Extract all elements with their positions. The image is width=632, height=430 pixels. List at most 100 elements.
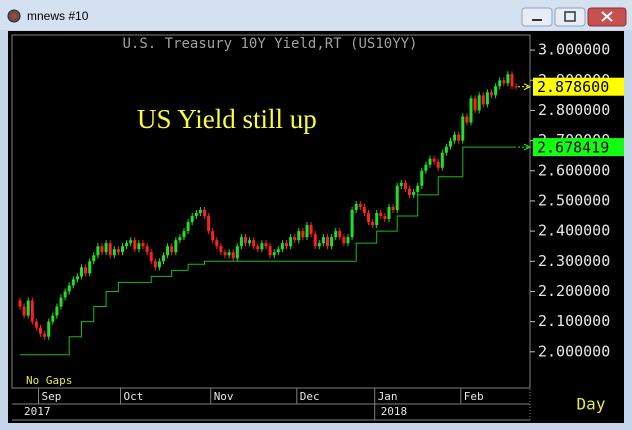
y-tick-label: 2.200000 (538, 282, 610, 300)
candle-body (170, 246, 174, 253)
candle-body (490, 92, 493, 96)
candle-body (403, 182, 407, 189)
candle-body (514, 86, 518, 88)
candle-body (379, 213, 383, 217)
candle-body (153, 261, 157, 268)
annotation: US Yield still up (137, 104, 317, 134)
price-arrow (523, 83, 532, 91)
candle-body (219, 246, 223, 253)
candle-body (391, 206, 395, 210)
candle-body (51, 315, 55, 322)
candle-body (215, 240, 219, 247)
candle-body (305, 225, 309, 238)
candle-body (424, 164, 428, 171)
candle-body (367, 213, 370, 223)
candle-body (301, 231, 305, 238)
note: No Gaps (26, 374, 72, 387)
candle-body (276, 249, 280, 253)
candle-body (39, 327, 42, 334)
candle-body (252, 240, 256, 247)
candle-body (317, 243, 321, 247)
candle-body (121, 246, 124, 253)
x-tick-label: Sep (42, 390, 62, 403)
y-tick-label: 2.300000 (538, 252, 610, 270)
candle-body (248, 240, 252, 244)
candle-body (162, 255, 165, 262)
candle-body (334, 231, 338, 238)
candle-body (297, 231, 301, 241)
candle-body (465, 116, 469, 123)
candle-body (449, 140, 452, 147)
candle-body (408, 188, 411, 195)
candle-body (80, 267, 83, 277)
candle-body (457, 134, 461, 141)
candle-body (264, 243, 268, 247)
price-arrow (523, 143, 532, 151)
candle-body (293, 237, 297, 241)
y-tick-label: 2.500000 (538, 191, 610, 209)
candle-body (178, 237, 182, 241)
candle-body (354, 203, 358, 210)
candle-body (92, 255, 96, 262)
candle-body (129, 240, 133, 244)
candle-body (444, 146, 448, 153)
y-tick-label: 2.400000 (538, 222, 610, 240)
candle-body (186, 222, 190, 232)
candle-body (26, 300, 30, 316)
x-tick-label: Jan (378, 390, 398, 403)
candle-body (34, 321, 38, 328)
candle-body (399, 182, 403, 186)
candle-body (326, 237, 329, 247)
candle-body (125, 243, 129, 247)
candle-body (190, 216, 194, 223)
candle-body (47, 321, 51, 337)
candle-body (387, 206, 391, 220)
candle-body (67, 285, 71, 292)
candle-body (256, 246, 260, 250)
candle-body (280, 243, 284, 250)
x-tick-label: Oct (124, 390, 144, 403)
y-tick-label: 2.600000 (538, 161, 610, 179)
candle-body (453, 134, 457, 141)
price-box (533, 77, 624, 96)
period-label: Day (577, 395, 606, 414)
candle-body (338, 231, 342, 238)
candle-body (59, 297, 63, 307)
candle-body (309, 225, 313, 235)
candle-body (506, 74, 510, 84)
candle-body (494, 86, 498, 96)
candle-body (285, 243, 288, 247)
x-tick-label: Dec (300, 390, 320, 403)
candle-body (75, 276, 79, 280)
candle-body (362, 206, 366, 214)
plot-frame (11, 34, 531, 389)
candle-body (88, 261, 92, 274)
candle-body (330, 237, 334, 247)
candle-body (371, 222, 375, 226)
candle-body (203, 209, 206, 217)
maximize-button[interactable] (554, 7, 586, 27)
candle-body (358, 203, 362, 207)
candle-body (420, 170, 424, 186)
candle-body (211, 231, 215, 241)
price-box (533, 138, 624, 157)
candle-body (375, 213, 379, 226)
candle-body (18, 300, 22, 307)
candle-body (244, 237, 247, 244)
minimize-button[interactable] (521, 7, 553, 27)
candle-body (428, 158, 432, 165)
candle-body (321, 237, 325, 244)
candle-body (207, 216, 211, 232)
candle-body (231, 252, 235, 259)
candle-body (84, 267, 88, 274)
candle-body (100, 246, 104, 253)
candle-body (432, 158, 436, 162)
candle-body (342, 237, 346, 244)
candle-body (223, 252, 227, 256)
candle-body (63, 291, 67, 298)
y-tick-label: 2.100000 (538, 312, 610, 330)
year-label: 2017 (24, 405, 51, 418)
candle-body (166, 246, 170, 256)
candle-body (289, 237, 293, 247)
